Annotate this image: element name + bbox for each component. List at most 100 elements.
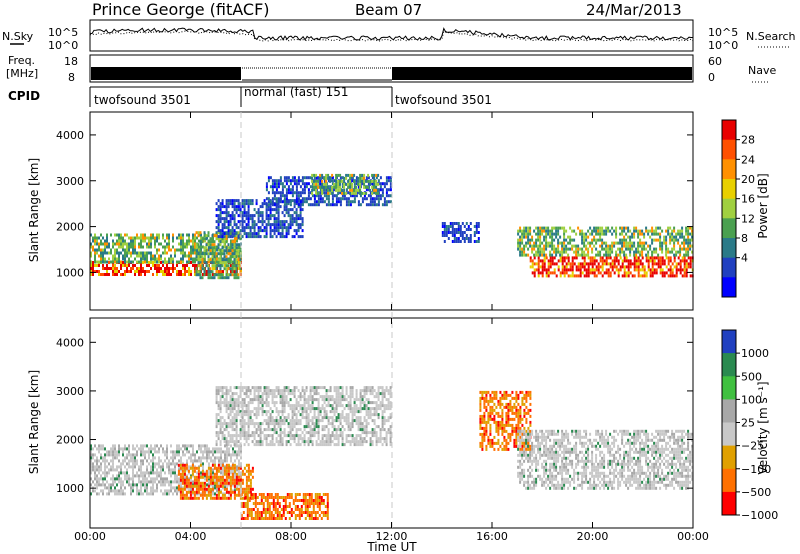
heatmap-cell: [241, 398, 244, 402]
heatmap-cell: [102, 483, 104, 487]
heatmap-cell: [583, 268, 586, 272]
heatmap-cell: [319, 191, 322, 195]
heatmap-cell: [461, 234, 464, 237]
heatmap-cell: [201, 264, 204, 268]
heatmap-cell: [621, 247, 624, 251]
heatmap-cell: [314, 499, 317, 502]
heatmap-cell: [164, 492, 166, 496]
heatmap-cell: [661, 244, 664, 248]
heatmap-cell: [219, 252, 222, 256]
heatmap-cell: [283, 404, 286, 408]
heatmap-cell: [184, 245, 186, 249]
heatmap-cell: [140, 453, 142, 457]
heatmap-cell: [150, 468, 152, 472]
heatmap-cell: [126, 471, 128, 475]
heatmap-cell: [102, 492, 104, 496]
heatmap-cell: [265, 437, 268, 441]
heatmap-cell: [290, 508, 293, 511]
heatmap-cell: [172, 492, 174, 496]
heatmap-cell: [519, 235, 522, 239]
heatmap-cell: [94, 248, 96, 252]
heatmap-cell: [309, 197, 312, 201]
heatmap-cell: [681, 274, 684, 278]
heatmap-cell: [182, 251, 184, 255]
heatmap-cell: [241, 428, 244, 432]
heatmap-cell: [154, 480, 156, 484]
heatmap-cell: [98, 480, 100, 484]
heatmap-cell: [142, 245, 144, 249]
heatmap-cell: [138, 270, 140, 273]
heatmap-cell: [225, 258, 228, 262]
heatmap-cell: [247, 235, 250, 239]
heatmap-cell: [217, 487, 220, 491]
heatmap-cell: [223, 217, 226, 221]
heatmap-cell: [279, 392, 282, 396]
heatmap-cell: [633, 262, 636, 266]
heatmap-cell: [249, 484, 252, 488]
heatmap-cell: [293, 437, 296, 441]
heatmap-cell: [142, 257, 144, 261]
heatmap-cell: [104, 465, 106, 469]
heatmap-cell: [170, 444, 172, 448]
heatmap-cell: [291, 437, 294, 441]
heatmap-cell: [359, 179, 362, 183]
heatmap-cell: [247, 478, 250, 482]
heatmap-cell: [299, 443, 302, 447]
heatmap-cell: [254, 502, 257, 505]
heatmap-cell: [166, 492, 168, 496]
heatmap-cell: [251, 217, 254, 221]
heatmap-cell: [609, 274, 612, 278]
heatmap-cell: [257, 220, 260, 224]
heatmap-cell: [271, 410, 274, 414]
heatmap-cell: [164, 450, 166, 454]
heatmap-cell: [665, 256, 668, 260]
heatmap-cell: [283, 179, 286, 183]
heatmap-cell: [685, 271, 688, 275]
heatmap-cell: [170, 257, 172, 261]
heatmap-cell: [316, 496, 319, 499]
heatmap-cell: [241, 223, 244, 227]
heatmap-cell: [168, 483, 170, 487]
heatmap-cell: [124, 251, 126, 255]
heatmap-cell: [581, 247, 584, 251]
heatmap-cell: [601, 247, 604, 251]
heatmap-cell: [339, 185, 342, 189]
heatmap-cell: [269, 223, 272, 227]
heatmap-cell: [561, 250, 564, 254]
heatmap-cell: [297, 179, 300, 183]
heatmap-cell: [124, 264, 126, 267]
heatmap-cell: [223, 237, 226, 241]
heatmap-cell: [259, 235, 262, 239]
heatmap-cell: [331, 173, 334, 177]
heatmap-cell: [451, 228, 454, 231]
heatmap-cell: [679, 265, 682, 269]
heatmap-cell: [142, 471, 144, 475]
heatmap-cell: [243, 487, 246, 491]
heatmap-cell: [331, 194, 334, 198]
heatmap-cell: [577, 262, 580, 266]
heatmap-cell: [223, 386, 226, 390]
heatmap-cell: [565, 268, 568, 272]
heatmap-cell: [188, 251, 190, 255]
heatmap-cell: [645, 226, 648, 230]
heatmap-cell: [573, 262, 576, 266]
heatmap-cell: [181, 463, 184, 467]
heatmap-cell: [204, 239, 206, 243]
heatmap-cell: [317, 176, 320, 180]
heatmap-cell: [257, 407, 260, 411]
heatmap-cell: [651, 250, 654, 254]
heatmap-cell: [607, 271, 610, 275]
heatmap-cell: [197, 255, 200, 259]
heatmap-cell: [114, 480, 116, 484]
heatmap-cell: [223, 252, 226, 256]
heatmap-cell: [547, 226, 550, 230]
heatmap-cell: [377, 200, 380, 204]
heatmap-cell: [231, 392, 234, 396]
heatmap-cell: [235, 211, 238, 215]
heatmap-cell: [297, 214, 300, 218]
heatmap-cell: [601, 268, 604, 272]
heatmap-cell: [273, 185, 276, 189]
heatmap-cell: [209, 496, 212, 500]
heatmap-cell: [265, 413, 268, 417]
heatmap-cell: [314, 496, 317, 499]
